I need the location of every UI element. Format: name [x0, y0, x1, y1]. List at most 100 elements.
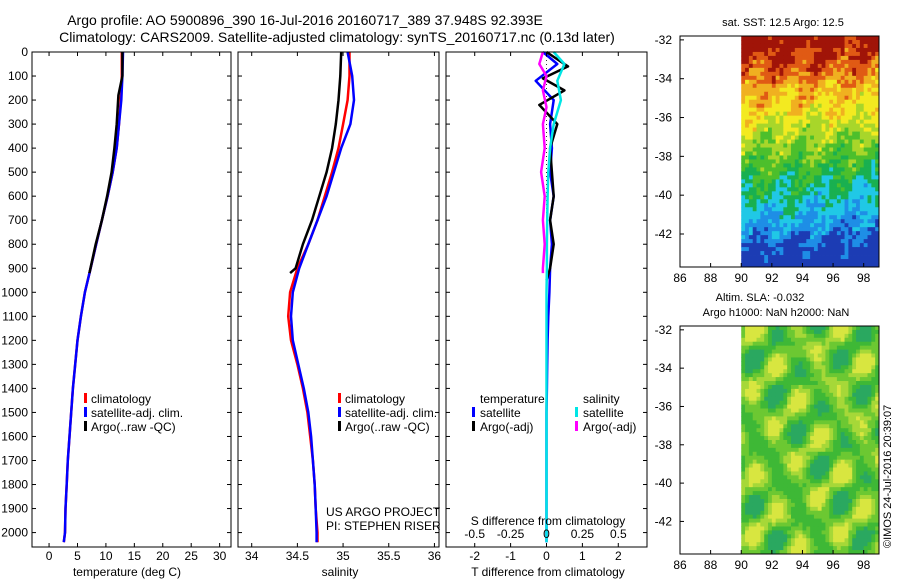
heatmap-cell: [825, 361, 830, 366]
heatmap-cell: [756, 487, 761, 492]
heatmap-cell: [798, 396, 803, 402]
heatmap-cell: [821, 491, 826, 496]
heatmap-cell: [844, 115, 849, 121]
heatmap-cell: [840, 518, 845, 523]
heatmap-cell: [806, 187, 811, 192]
heatmap-cell: [768, 139, 773, 144]
heatmap-cell: [875, 183, 880, 188]
heatmap-cell: [760, 381, 765, 386]
heatmap-cell: [771, 329, 777, 335]
heatmap-cell: [848, 491, 853, 496]
heatmap-cell: [756, 119, 761, 125]
heatmap-cell: [863, 326, 868, 331]
salinity-x-label: salinity: [322, 565, 359, 579]
heatmap-cell: [756, 333, 761, 339]
heatmap-cell: [833, 171, 838, 176]
heatmap-cell: [802, 514, 807, 520]
heatmap-cell: [871, 483, 876, 488]
heatmap-cell: [863, 534, 868, 539]
heatmap-cell: [783, 123, 788, 128]
heatmap-cell: [840, 171, 845, 176]
heatmap-cell: [756, 443, 761, 449]
difference-series: [534, 50, 570, 547]
heatmap-cell: [821, 412, 826, 417]
heatmap-cell: [844, 123, 849, 128]
heatmap-cell: [825, 36, 830, 41]
heatmap-cell: [852, 487, 857, 492]
heatmap-cell: [852, 337, 857, 343]
heatmap-cell: [798, 349, 803, 354]
heatmap-cell: [798, 187, 803, 192]
heatmap-cell: [848, 384, 853, 390]
heatmap-cell: [863, 179, 868, 184]
map-y-tick-label: -40: [655, 476, 673, 490]
heatmap-cell: [859, 345, 865, 350]
heatmap-cell: [859, 384, 865, 390]
heatmap-cell: [756, 373, 761, 378]
heatmap-cell: [802, 377, 807, 382]
heatmap-cell: [768, 263, 773, 268]
heatmap-cell: [840, 384, 845, 390]
heatmap-cell: [764, 326, 769, 331]
heatmap-cell: [745, 329, 750, 335]
heatmap-cell: [798, 337, 803, 343]
heatmap-cell: [741, 420, 746, 425]
heatmap-cell: [871, 163, 876, 168]
heatmap-cell: [783, 530, 788, 535]
heatmap-cell: [764, 420, 769, 425]
heatmap-cell: [871, 195, 876, 200]
heatmap-cell: [741, 333, 746, 339]
heatmap-cell: [802, 498, 807, 504]
heatmap-cell: [798, 443, 803, 449]
depth-tick-label: 1100: [2, 309, 28, 323]
heatmap-cell: [802, 227, 807, 232]
heatmap-cell: [779, 215, 784, 220]
heatmap-cell: [825, 67, 830, 73]
heatmap-cell: [863, 171, 868, 176]
heatmap-cell: [817, 369, 822, 374]
heatmap-cell: [779, 175, 784, 180]
heatmap-cell: [775, 147, 780, 152]
heatmap-cell: [813, 369, 819, 374]
heatmap-cell: [752, 365, 757, 370]
heatmap-cell: [768, 243, 773, 248]
heatmap-cell: [825, 467, 830, 472]
heatmap-cell: [836, 51, 842, 57]
heatmap-cell: [829, 79, 834, 85]
heatmap-cell: [871, 506, 876, 512]
heatmap-cell: [752, 239, 757, 244]
heatmap-cell: [856, 211, 861, 216]
heatmap-cell: [745, 163, 750, 168]
heatmap-cell: [848, 103, 853, 109]
heatmap-cell: [821, 467, 826, 472]
heatmap-cell: [790, 163, 796, 168]
heatmap-cell: [779, 235, 784, 240]
heatmap-cell: [771, 211, 777, 216]
heatmap-cell: [829, 183, 834, 188]
heatmap-cell: [794, 79, 800, 85]
heatmap-cell: [748, 412, 754, 417]
heatmap-cell: [821, 243, 826, 248]
heatmap-cell: [779, 231, 784, 236]
heatmap-cell: [825, 219, 830, 224]
heatmap-cell: [798, 483, 803, 488]
heatmap-cell: [783, 135, 788, 140]
heatmap-cell: [787, 388, 792, 394]
heatmap-cell: [813, 424, 819, 429]
heatmap-cell: [840, 451, 845, 457]
heatmap-cell: [775, 99, 780, 105]
heatmap-cell: [840, 95, 845, 101]
heatmap-cell: [856, 131, 861, 136]
heatmap-cell: [863, 227, 868, 232]
heatmap-cell: [790, 436, 796, 441]
heatmap-cell: [833, 357, 838, 362]
heatmap-cell: [741, 111, 746, 117]
heatmap-cell: [829, 91, 834, 97]
heatmap-cell: [806, 392, 811, 398]
heatmap-cell: [856, 467, 861, 472]
heatmap-cell: [745, 498, 750, 504]
heatmap-cell: [852, 526, 857, 531]
heatmap-cell: [871, 546, 876, 551]
legend-label: satellite: [480, 406, 521, 420]
heatmap-cell: [745, 341, 750, 347]
